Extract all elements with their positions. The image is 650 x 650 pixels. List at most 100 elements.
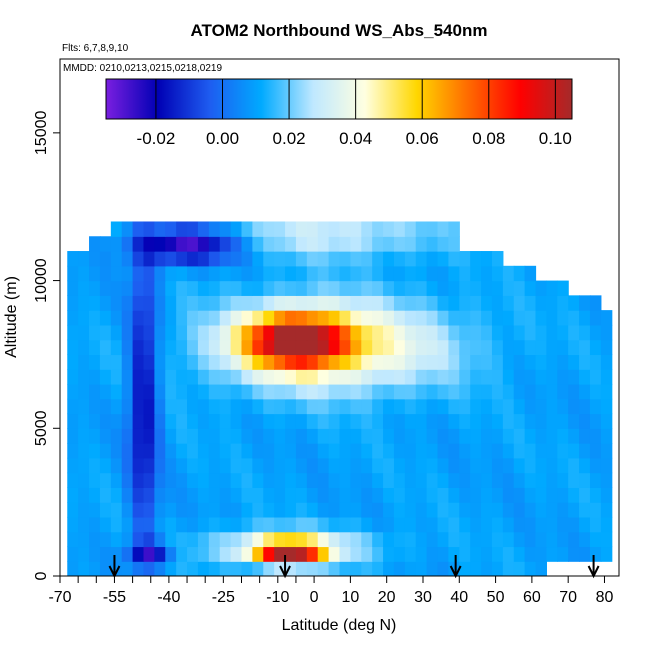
heatmap-cell [415, 502, 428, 518]
heatmap-cell [219, 221, 232, 237]
heatmap-cell [208, 310, 221, 326]
heatmap-cell [372, 251, 384, 267]
heatmap-cell [78, 413, 90, 429]
heatmap-cell [230, 310, 243, 326]
heatmap-cell [426, 428, 439, 444]
heatmap-cell [306, 354, 319, 370]
heatmap-cell [252, 310, 264, 326]
heatmap-cell [317, 251, 330, 267]
heatmap-cell [143, 369, 155, 385]
heatmap-cell [383, 369, 395, 385]
heatmap-cell [67, 516, 79, 533]
heatmap-cell [513, 428, 526, 444]
heatmap-cell [78, 280, 90, 296]
heatmap-cell [393, 472, 406, 488]
heatmap-cell [252, 516, 264, 533]
heatmap-cell [589, 428, 602, 444]
heatmap-cell [459, 398, 471, 415]
heatmap-cell [187, 369, 199, 385]
heatmap-cell [448, 457, 460, 474]
heatmap-cell [252, 221, 264, 237]
heatmap-cell [491, 295, 504, 311]
heatmap-cell [208, 324, 221, 341]
heatmap-cell [132, 472, 145, 488]
heatmap-cell [274, 295, 286, 311]
heatmap-cell [459, 428, 471, 444]
colorbar-tick-label: 0.08 [472, 129, 505, 148]
heatmap-cell [491, 487, 504, 503]
heatmap-cell [263, 280, 275, 296]
heatmap-cell [165, 546, 177, 562]
heatmap-cell [600, 428, 613, 444]
heatmap-cell [121, 472, 134, 488]
heatmap-cell [317, 383, 330, 400]
heatmap-cell [89, 472, 101, 488]
heatmap-cell [361, 398, 373, 415]
heatmap-cell [154, 310, 166, 326]
heatmap-cell [274, 472, 286, 488]
heatmap-cell [285, 487, 297, 503]
heatmap-cell [176, 502, 188, 518]
heatmap-cell [252, 443, 264, 459]
heatmap-cell [165, 398, 177, 415]
heatmap-cell [121, 561, 134, 576]
heatmap-cell [187, 487, 199, 503]
heatmap-cell [328, 280, 341, 296]
heatmap-cell [230, 369, 243, 385]
heatmap-cell [121, 546, 134, 562]
heatmap-cell [154, 236, 166, 252]
heatmap-cell [197, 502, 210, 518]
heatmap-cell [546, 280, 558, 296]
heatmap-cell [208, 280, 221, 296]
heatmap-cell [589, 516, 602, 533]
heatmap-cell [143, 561, 155, 576]
heatmap-cell [110, 531, 123, 548]
heatmap-cell [393, 531, 406, 548]
heatmap-cell [361, 428, 373, 444]
heatmap-cell [252, 369, 264, 385]
heatmap-cell [154, 280, 166, 296]
heatmap-cell [459, 383, 471, 400]
heatmap-cell [350, 310, 362, 326]
heatmap-cell [459, 561, 471, 576]
heatmap-cell [219, 398, 232, 415]
heatmap-cell [263, 443, 275, 459]
heatmap-cell [306, 561, 319, 576]
heatmap-cell [241, 398, 253, 415]
heatmap-cell [176, 354, 188, 370]
heatmap-cell [589, 487, 602, 503]
heatmap-cell [437, 280, 449, 296]
heatmap-cell [513, 295, 526, 311]
heatmap-cell [154, 354, 166, 370]
heatmap-cell [470, 369, 482, 385]
heatmap-cell [361, 546, 373, 562]
heatmap-cell [110, 443, 123, 459]
heatmap-cell [350, 546, 362, 562]
heatmap-cell [339, 369, 351, 385]
heatmap-cell [197, 413, 210, 429]
heatmap-cell [448, 487, 460, 503]
heatmap-cell [491, 369, 504, 385]
heatmap-cell [295, 236, 308, 252]
heatmap-cell [393, 251, 406, 267]
heatmap-cell [274, 310, 286, 326]
heatmap-cell [89, 339, 101, 356]
heatmap-cell [143, 280, 155, 296]
heatmap-cell [176, 487, 188, 503]
heatmap-cell [393, 221, 406, 237]
heatmap-cell [350, 428, 362, 444]
heatmap-cell [459, 354, 471, 370]
heatmap-cell [263, 531, 275, 548]
heatmap-cell [132, 369, 145, 385]
heatmap-cell [241, 531, 253, 548]
heatmap-cell [187, 531, 199, 548]
heatmap-cell [78, 398, 90, 415]
heatmap-cell [67, 369, 79, 385]
heatmap-cell [263, 457, 275, 474]
heatmap-cell [502, 280, 515, 296]
heatmap-cell [579, 369, 591, 385]
heatmap-cell [404, 280, 417, 296]
heatmap-cell [568, 428, 580, 444]
heatmap-cell [481, 354, 493, 370]
heatmap-cell [187, 546, 199, 562]
